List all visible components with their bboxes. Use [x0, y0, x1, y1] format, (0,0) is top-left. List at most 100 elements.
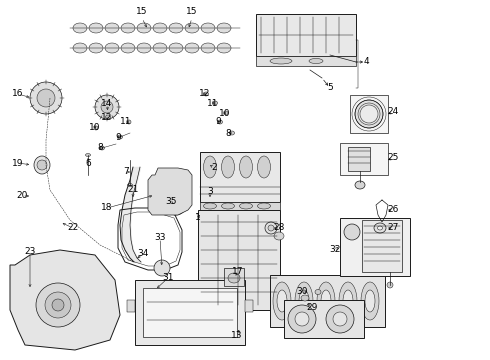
Text: 32: 32: [329, 246, 341, 255]
Ellipse shape: [121, 23, 135, 33]
Text: 25: 25: [387, 153, 399, 162]
Bar: [340, 143, 388, 175]
Circle shape: [101, 101, 113, 113]
Ellipse shape: [224, 111, 228, 115]
Text: 13: 13: [231, 332, 243, 341]
Circle shape: [52, 299, 64, 311]
Ellipse shape: [240, 203, 252, 209]
Ellipse shape: [203, 92, 209, 96]
Circle shape: [37, 160, 47, 170]
Text: 22: 22: [68, 224, 78, 233]
Ellipse shape: [229, 131, 235, 135]
Text: 14: 14: [101, 99, 113, 108]
Ellipse shape: [339, 282, 357, 320]
Text: 28: 28: [273, 224, 285, 233]
Circle shape: [95, 95, 119, 119]
Ellipse shape: [268, 225, 274, 231]
Text: 20: 20: [16, 192, 28, 201]
Ellipse shape: [295, 312, 309, 326]
Circle shape: [36, 283, 80, 327]
Circle shape: [344, 224, 360, 240]
Bar: [245, 300, 253, 312]
Bar: [224, 268, 244, 286]
Polygon shape: [10, 250, 120, 350]
Text: 31: 31: [162, 274, 174, 283]
Ellipse shape: [299, 290, 309, 312]
Ellipse shape: [315, 289, 321, 294]
Ellipse shape: [288, 305, 316, 333]
Ellipse shape: [265, 222, 277, 234]
Ellipse shape: [118, 135, 122, 139]
Ellipse shape: [301, 295, 309, 301]
Ellipse shape: [105, 23, 119, 33]
Ellipse shape: [360, 105, 378, 123]
Text: 3: 3: [207, 188, 213, 197]
Text: 29: 29: [306, 303, 318, 312]
Ellipse shape: [374, 223, 386, 233]
Ellipse shape: [387, 282, 393, 288]
Bar: [200, 152, 280, 202]
Ellipse shape: [153, 23, 167, 33]
Bar: [135, 280, 245, 345]
Bar: [270, 275, 385, 327]
Text: 27: 27: [387, 224, 399, 233]
Ellipse shape: [228, 273, 240, 283]
Ellipse shape: [169, 23, 183, 33]
Bar: [340, 218, 410, 276]
Text: 15: 15: [186, 8, 198, 17]
Ellipse shape: [201, 23, 215, 33]
Text: 30: 30: [296, 288, 308, 297]
Circle shape: [166, 195, 186, 215]
Text: 17: 17: [232, 267, 244, 276]
Text: 9: 9: [115, 132, 121, 141]
Ellipse shape: [217, 23, 231, 33]
Ellipse shape: [99, 146, 104, 150]
Ellipse shape: [295, 282, 313, 320]
Ellipse shape: [169, 43, 183, 53]
Text: 4: 4: [363, 58, 369, 67]
Ellipse shape: [34, 156, 50, 174]
Text: 8: 8: [97, 144, 103, 153]
Ellipse shape: [273, 282, 291, 320]
Ellipse shape: [137, 23, 151, 33]
Text: 11: 11: [207, 99, 219, 108]
Ellipse shape: [221, 156, 235, 178]
Ellipse shape: [321, 290, 331, 312]
Polygon shape: [148, 168, 192, 215]
Ellipse shape: [89, 23, 103, 33]
Ellipse shape: [89, 43, 103, 53]
Ellipse shape: [73, 23, 87, 33]
Text: 15: 15: [136, 8, 148, 17]
Text: 24: 24: [388, 108, 399, 117]
Bar: [143, 288, 237, 337]
Ellipse shape: [240, 156, 252, 178]
Circle shape: [30, 82, 62, 114]
Ellipse shape: [105, 43, 119, 53]
Circle shape: [171, 200, 181, 210]
Ellipse shape: [277, 290, 287, 312]
Text: 21: 21: [127, 185, 139, 194]
Ellipse shape: [355, 100, 383, 128]
Circle shape: [37, 89, 55, 107]
Circle shape: [45, 292, 71, 318]
Ellipse shape: [355, 181, 365, 189]
Ellipse shape: [258, 203, 270, 209]
Text: 11: 11: [120, 117, 132, 126]
Text: 10: 10: [89, 122, 101, 131]
Text: 26: 26: [387, 206, 399, 215]
Circle shape: [154, 260, 170, 276]
Ellipse shape: [153, 43, 167, 53]
Ellipse shape: [218, 120, 222, 124]
Ellipse shape: [333, 312, 347, 326]
Text: 7: 7: [123, 167, 129, 176]
Ellipse shape: [361, 282, 379, 320]
Ellipse shape: [217, 43, 231, 53]
Text: 12: 12: [101, 112, 113, 122]
Text: 34: 34: [137, 249, 148, 258]
Text: 23: 23: [24, 248, 36, 256]
Bar: [256, 56, 356, 66]
Ellipse shape: [127, 184, 132, 186]
Ellipse shape: [377, 226, 383, 230]
Ellipse shape: [365, 290, 375, 312]
Ellipse shape: [73, 43, 87, 53]
